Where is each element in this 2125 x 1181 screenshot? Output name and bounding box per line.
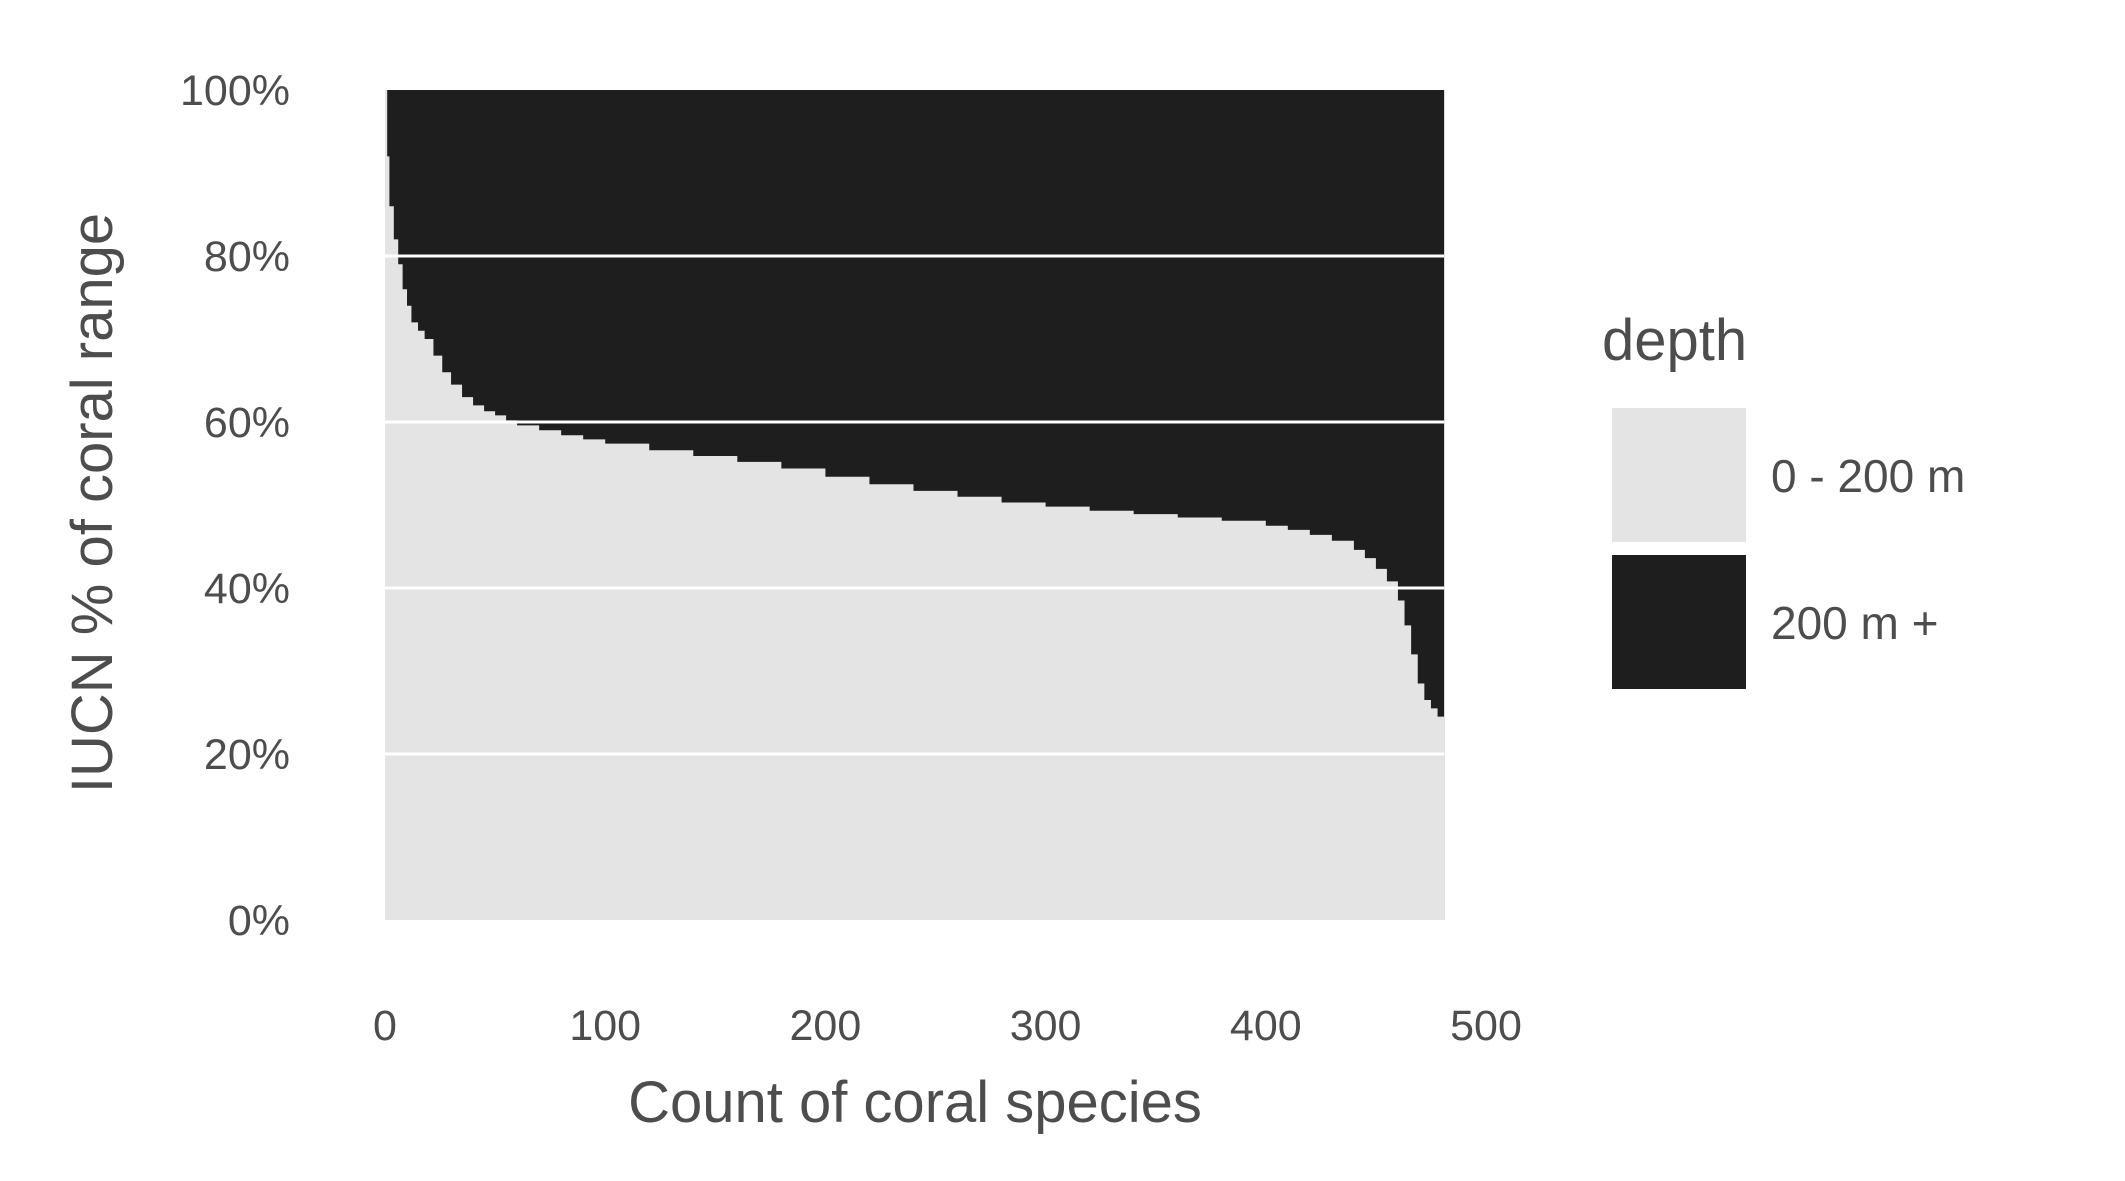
y-tick-label: 60% <box>204 399 290 447</box>
x-tick-label: 300 <box>1010 1002 1082 1050</box>
y-axis-title: IUCN % of coral range <box>60 213 125 793</box>
legend-key-shallow <box>1612 408 1746 542</box>
x-tick-label: 0 <box>373 1002 397 1050</box>
y-tick-label: 80% <box>204 233 290 281</box>
legend-key-deep <box>1612 555 1746 689</box>
legend-label-shallow: 0 - 200 m <box>1771 450 1965 502</box>
area-shallow <box>385 90 1445 920</box>
x-tick-label: 500 <box>1450 1002 1522 1050</box>
y-tick-label: 20% <box>204 731 290 779</box>
y-tick-label: 0% <box>228 897 290 945</box>
y-tick-label: 100% <box>180 67 290 115</box>
plot-area <box>385 90 1445 920</box>
y-axis-ticks: 0% 20% 40% 60% 80% 100% <box>180 67 290 945</box>
x-tick-label: 100 <box>569 1002 641 1050</box>
x-tick-label: 400 <box>1230 1002 1302 1050</box>
legend: depth 0 - 200 m 200 m + <box>1602 308 1965 689</box>
legend-label-deep: 200 m + <box>1771 597 1939 649</box>
y-tick-label: 40% <box>204 565 290 613</box>
x-tick-label: 200 <box>790 1002 862 1050</box>
x-axis-title: Count of coral species <box>628 1070 1202 1135</box>
legend-title: depth <box>1602 308 1747 373</box>
x-axis-ticks: 0 100 200 300 400 500 <box>373 1002 1522 1050</box>
